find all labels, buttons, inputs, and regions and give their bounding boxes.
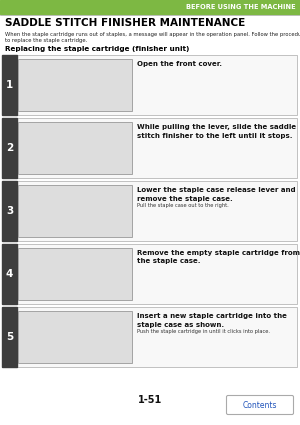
Text: While pulling the lever, slide the saddle
stitch finisher to the left until it s: While pulling the lever, slide the saddl… xyxy=(137,124,296,139)
Text: 1: 1 xyxy=(6,80,13,90)
Text: Insert a new staple cartridge into the
staple case as shown.: Insert a new staple cartridge into the s… xyxy=(137,313,287,328)
Bar xyxy=(2,181,17,241)
Bar xyxy=(2,118,297,178)
FancyBboxPatch shape xyxy=(226,396,293,414)
Bar xyxy=(18,122,132,174)
Text: Push the staple cartridge in until it clicks into place.: Push the staple cartridge in until it cl… xyxy=(137,329,270,334)
Bar xyxy=(2,307,17,367)
Bar xyxy=(18,248,132,300)
Text: 1-51: 1-51 xyxy=(138,395,162,405)
Text: to replace the staple cartridge.: to replace the staple cartridge. xyxy=(5,37,87,42)
Bar xyxy=(18,311,132,363)
Text: 4: 4 xyxy=(6,269,13,279)
Bar xyxy=(2,118,17,178)
Text: 5: 5 xyxy=(6,332,13,342)
Bar xyxy=(2,55,17,115)
Bar xyxy=(2,181,297,241)
Bar xyxy=(2,244,17,304)
Text: Pull the staple case out to the right.: Pull the staple case out to the right. xyxy=(137,204,229,208)
Bar xyxy=(0,0,300,14)
Text: Replacing the staple cartridge (finisher unit): Replacing the staple cartridge (finisher… xyxy=(5,46,189,52)
Text: Open the front cover.: Open the front cover. xyxy=(137,61,222,67)
Bar xyxy=(18,185,132,237)
Bar xyxy=(18,59,132,111)
Text: Lower the staple case release lever and
remove the staple case.: Lower the staple case release lever and … xyxy=(137,187,296,201)
Text: 3: 3 xyxy=(6,206,13,216)
Text: Contents: Contents xyxy=(243,400,277,410)
Text: Remove the empty staple cartridge from
the staple case.: Remove the empty staple cartridge from t… xyxy=(137,250,300,264)
Text: 2: 2 xyxy=(6,143,13,153)
Bar xyxy=(2,55,297,115)
Text: When the staple cartridge runs out of staples, a message will appear in the oper: When the staple cartridge runs out of st… xyxy=(5,32,300,37)
Text: BEFORE USING THE MACHINE: BEFORE USING THE MACHINE xyxy=(186,4,296,10)
Text: SADDLE STITCH FINISHER MAINTENANCE: SADDLE STITCH FINISHER MAINTENANCE xyxy=(5,18,245,28)
Bar xyxy=(2,307,297,367)
Bar xyxy=(2,244,297,304)
